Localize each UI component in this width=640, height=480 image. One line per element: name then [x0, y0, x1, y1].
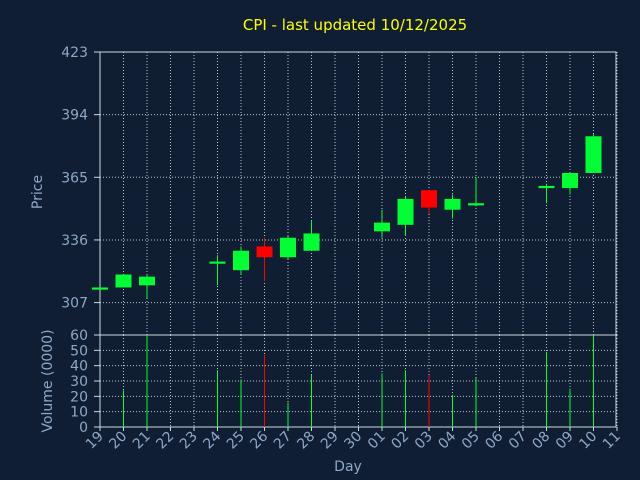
volume-tick-label: 20: [70, 389, 88, 405]
day-tick-label: 24: [200, 428, 224, 452]
price-tick-label: 365: [61, 170, 88, 186]
day-tick-label: 03: [412, 429, 436, 453]
day-tick-label: 27: [271, 429, 295, 453]
day-tick-label: 28: [294, 429, 318, 453]
candle-body: [256, 246, 273, 258]
chart-title: CPI - last updated 10/12/2025: [243, 16, 467, 34]
price-axis-label: Price: [30, 175, 46, 209]
volume-tick-label: 30: [70, 374, 88, 390]
candle-body: [444, 198, 461, 210]
candle-body: [468, 203, 484, 206]
candle-body: [209, 261, 226, 264]
day-tick-label: 07: [506, 429, 530, 453]
day-tick-label: 25: [224, 429, 248, 453]
day-tick-label: 29: [318, 429, 342, 453]
day-tick-label: 11: [600, 429, 624, 453]
price-tick-label: 394: [61, 108, 88, 124]
volume-gridlines: [100, 335, 618, 427]
price-tick-label: 307: [61, 296, 88, 312]
volume-axis-label: Volume (0000): [40, 329, 56, 432]
candle-body: [280, 237, 296, 258]
day-tick-label: 01: [365, 429, 389, 453]
day-tick-label: 05: [459, 429, 483, 453]
day-tick-label: 22: [153, 429, 177, 453]
price-tick-label: 423: [61, 45, 88, 61]
x-axis-label: Day: [334, 459, 362, 475]
volume-tick-label: 40: [70, 359, 88, 375]
volume-tick-label: 50: [70, 343, 88, 359]
day-tick-label: 06: [482, 428, 506, 452]
day-tick-label: 30: [341, 429, 365, 453]
day-tick-label: 08: [529, 429, 553, 453]
day-tick-label: 04: [435, 428, 459, 452]
candle-body: [585, 136, 602, 173]
candle-body: [421, 190, 437, 208]
candle-body: [303, 233, 320, 251]
candle-body: [92, 287, 108, 290]
candle-body: [233, 250, 249, 271]
day-tick-label: 20: [106, 429, 130, 453]
day-tick-label: 10: [576, 429, 600, 453]
day-tick-label: 02: [388, 429, 412, 453]
day-tick-label: 23: [177, 429, 201, 453]
candles: [92, 134, 602, 299]
candle-body: [374, 222, 390, 232]
candle-body: [538, 185, 555, 189]
candle-body: [562, 172, 578, 189]
day-axis: 19 20 21 22 23 24 25 26 27 28 29 30 01 02 03 04 05 06 07 08…: [83, 427, 624, 452]
price-axis: 307 336 365 394 423: [61, 45, 100, 312]
price-gridlines: [100, 51, 618, 335]
day-tick-label: 21: [130, 429, 154, 453]
day-tick-label: 26: [247, 428, 271, 452]
volume-tick-label: 0: [79, 420, 88, 436]
volume-tick-label: 60: [70, 328, 88, 344]
volume-tick-label: 10: [70, 405, 88, 421]
candle-body: [139, 276, 155, 286]
volume-bars: [123, 335, 594, 427]
day-tick-label: 09: [553, 429, 577, 453]
candle-body: [397, 198, 414, 225]
candle-body: [115, 274, 132, 288]
price-tick-label: 336: [61, 233, 88, 249]
